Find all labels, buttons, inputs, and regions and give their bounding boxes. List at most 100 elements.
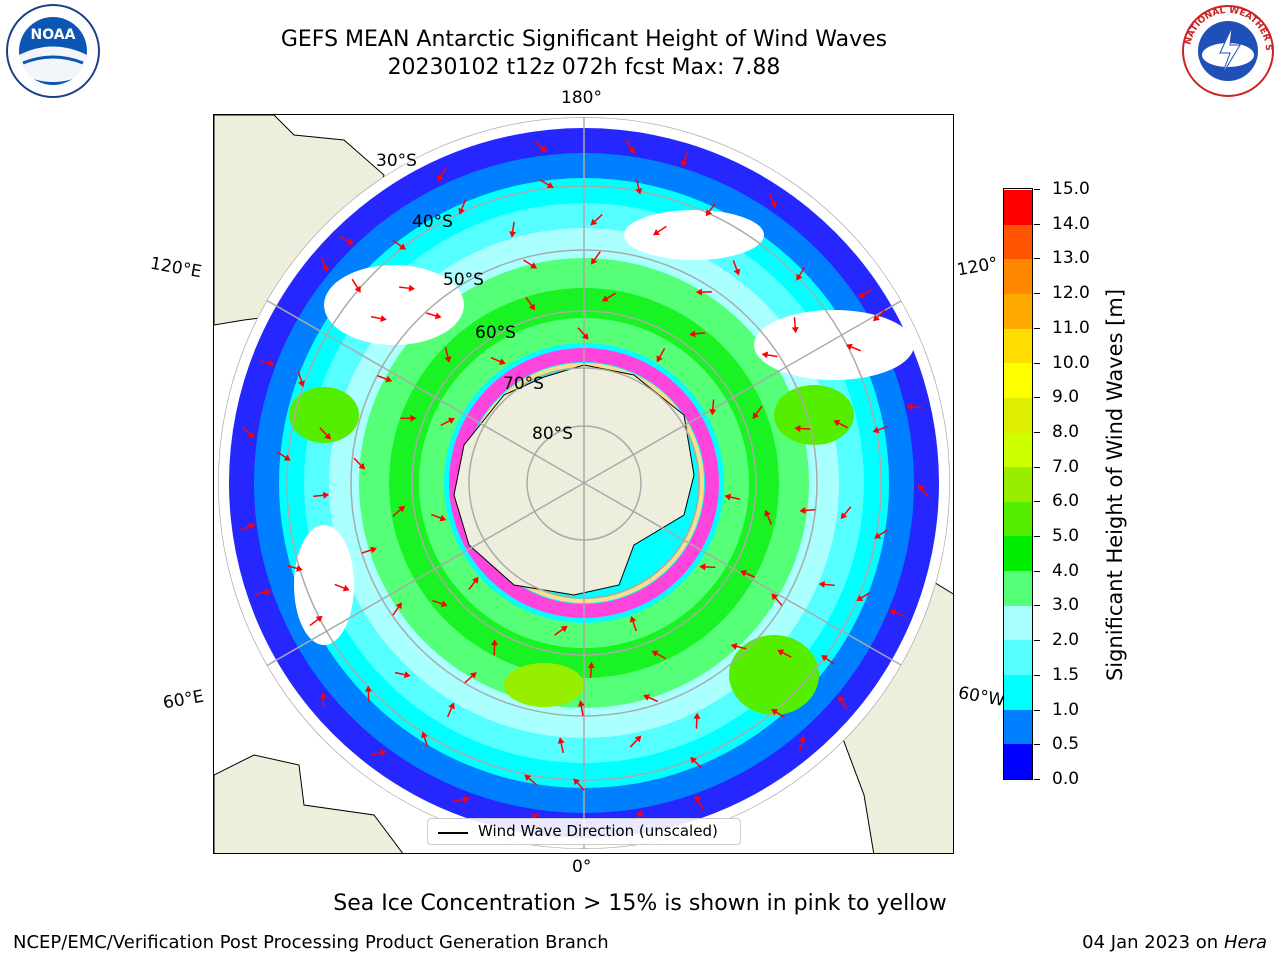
wave-direction-arrow — [873, 309, 886, 322]
colorbar-tick-mark — [1034, 397, 1040, 399]
wave-direction-arrow — [643, 694, 659, 703]
wave-direction-arrow — [464, 672, 477, 684]
wave-direction-arrow — [680, 151, 689, 167]
colorbar-tick-label: 13.0 — [1052, 248, 1090, 269]
wave-direction-arrow — [319, 427, 332, 440]
wave-direction-arrow — [468, 576, 479, 591]
wave-direction-arrow — [376, 374, 393, 383]
wave-direction-arrow — [629, 615, 637, 632]
wave-direction-arrow — [689, 330, 706, 338]
colorbar-band — [1004, 397, 1032, 433]
wave-direction-arrow — [791, 317, 799, 334]
noaa-logo: NOAA — [6, 4, 100, 98]
wave-direction-arrow — [432, 599, 448, 608]
wave-direction-arrow — [276, 451, 291, 461]
wave-direction-arrow — [872, 425, 888, 434]
wave-direction-arrow — [259, 359, 275, 367]
polar-map — [213, 114, 954, 854]
colorbar-tick-label: 11.0 — [1052, 317, 1090, 338]
colorbar-tick-mark — [1034, 223, 1040, 225]
wave-direction-arrow — [699, 563, 716, 571]
wave-direction-arrow — [858, 288, 873, 298]
lon-label-180: 180° — [561, 88, 602, 108]
colorbar-tick-mark — [1034, 362, 1040, 364]
wave-direction-arrow — [799, 506, 816, 514]
wave-direction-arrow — [319, 692, 327, 709]
wave-direction-arrow — [874, 529, 888, 539]
wave-direction-arrow — [771, 708, 786, 719]
wave-direction-arrow — [906, 403, 923, 411]
map-legend: Wind Wave Direction (unscaled) — [427, 818, 741, 845]
legend-line-swatch — [438, 832, 468, 834]
colorbar-band — [1004, 535, 1032, 572]
colorbar-tick-label: 0.0 — [1052, 769, 1080, 789]
wave-direction-arrow — [889, 609, 905, 617]
wave-direction-arrow — [351, 278, 361, 293]
wave-direction-arrow — [840, 506, 852, 520]
wave-direction-arrow — [446, 702, 455, 718]
legend-text: Wind Wave Direction (unscaled) — [478, 822, 718, 840]
colorbar-tick-mark — [1034, 744, 1040, 746]
lon-label-120e: 120°E — [148, 253, 204, 283]
wave-direction-arrow — [444, 347, 452, 363]
colorbar-tick-label: 12.0 — [1052, 283, 1090, 304]
wave-direction-arrow — [818, 580, 835, 588]
wave-direction-arrow — [421, 731, 429, 747]
lon-label-0: 0° — [572, 857, 592, 877]
footer-date-text: 04 Jan 2023 on — [1082, 932, 1224, 953]
wave-direction-arrow — [732, 260, 741, 276]
sea-ice-note: Sea Ice Concentration > 15% is shown in … — [333, 891, 947, 916]
colorbar-tick-label: 0.5 — [1052, 734, 1080, 755]
colorbar-band — [1004, 466, 1032, 502]
wave-direction-arrow — [764, 509, 773, 525]
wave-direction-arrow — [534, 140, 547, 152]
wave-direction-arrow — [539, 179, 554, 189]
wave-direction-arrow — [320, 257, 329, 273]
lat-label-70s: 70°S — [503, 374, 544, 394]
colorbar-tick-label: 10.0 — [1052, 352, 1090, 373]
colorbar-band — [1004, 639, 1032, 676]
colorbar-tick-label: 9.0 — [1052, 387, 1080, 408]
wave-direction-arrow — [821, 655, 835, 665]
wave-direction-arrow — [838, 695, 847, 710]
lat-label-60s: 60°S — [475, 323, 516, 343]
wave-direction-arrow — [524, 774, 538, 786]
wave-direction-arrow — [371, 749, 387, 757]
colorbar-tick-label: 15.0 — [1052, 179, 1090, 199]
lat-label-30s: 30°S — [376, 151, 417, 171]
wave-direction-arrow — [490, 356, 506, 365]
wave-direction-arrow — [739, 570, 756, 578]
wave-direction-arrow — [431, 513, 447, 522]
wave-direction-arrow — [557, 737, 565, 754]
wave-direction-arrow — [690, 756, 703, 769]
wave-direction-arrow — [693, 712, 701, 729]
lat-label-40s: 40°S — [412, 212, 453, 232]
wave-direction-arrow — [242, 426, 255, 439]
nws-logo: NATIONAL WEATHER SERVICE — [1180, 3, 1274, 97]
wave-direction-arrow — [794, 424, 811, 432]
svg-text:NOAA: NOAA — [31, 27, 76, 43]
colorbar — [1003, 188, 1033, 780]
wave-direction-arrow — [577, 327, 589, 340]
lon-label-60w: 60°W — [956, 683, 1007, 711]
wave-direction-arrow — [777, 649, 792, 658]
wave-direction-arrow — [705, 202, 716, 217]
colorbar-label: Significant Height of Wind Waves [m] — [1103, 288, 1127, 682]
wave-direction-arrow — [587, 661, 595, 678]
wave-direction-arrow — [724, 493, 741, 501]
wave-direction-arrow — [709, 399, 717, 416]
wave-direction-arrow — [370, 315, 387, 322]
colorbar-band — [1004, 743, 1032, 779]
africa-land — [214, 754, 404, 853]
colorbar-band — [1004, 258, 1032, 294]
colorbar-tick-mark — [1034, 640, 1040, 642]
wave-direction-arrow — [918, 484, 930, 497]
footer-date: 04 Jan 2023 on Hera — [1082, 932, 1267, 953]
wave-direction-arrow — [392, 505, 406, 517]
lon-label-60e: 60°E — [161, 686, 206, 714]
wave-direction-arrow — [554, 625, 568, 636]
wave-direction-arrow — [392, 239, 407, 250]
colorbar-tick-label: 1.5 — [1052, 664, 1080, 685]
colorbar-tick-mark — [1034, 779, 1040, 780]
lon-label-120w: 120° — [955, 253, 1000, 281]
